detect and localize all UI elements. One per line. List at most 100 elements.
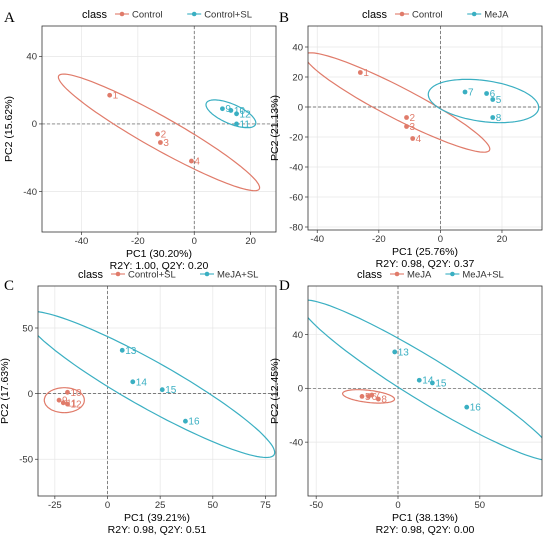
panel-label: B (279, 10, 289, 26)
plot-marks: 1 234 56 7 8 (308, 52, 540, 153)
legend-title: class (78, 269, 104, 281)
legend-title: class (357, 269, 383, 281)
y-tick-label: 0 (298, 102, 303, 113)
data-point (60, 400, 66, 406)
y-tick-label: 40 (292, 330, 303, 341)
y-tick-label: 40 (292, 42, 303, 53)
point-label: 7 (468, 88, 474, 99)
x-tick-label: -40 (75, 236, 89, 247)
data-point (56, 397, 62, 403)
plot-frame (307, 285, 543, 497)
legend-swatch-dot (204, 271, 210, 277)
y-tick-label: -20 (289, 132, 303, 143)
data-point (65, 389, 70, 395)
data-point (234, 121, 239, 127)
panel-label: D (279, 278, 290, 294)
point-label: 8 (496, 113, 502, 124)
y-tick-label: 0 (28, 389, 33, 400)
point-label: 12 (70, 400, 82, 411)
data-point (369, 392, 375, 398)
confidence-ellipse-0 (57, 73, 261, 192)
data-point (119, 347, 125, 353)
x-tick-label: -40 (310, 234, 324, 245)
y-tick-label: 20 (292, 72, 303, 83)
point-label: 11 (240, 119, 251, 130)
point-label: 16 (188, 417, 200, 428)
legend-key-1: MeJA+SL (445, 270, 504, 281)
panel-label: C (4, 278, 14, 294)
data-point (159, 387, 165, 393)
data-point (392, 349, 398, 355)
gridlines (42, 26, 276, 232)
x-tick-label: 75 (260, 500, 271, 511)
legend-key-1: MeJA (467, 10, 509, 21)
data-point (357, 70, 363, 75)
data-point (404, 124, 409, 129)
x-tick-label: 0 (192, 236, 197, 247)
legend-swatch-dot (191, 11, 197, 17)
y-tick-label: -60 (289, 192, 303, 203)
y-tick-label: -50 (19, 455, 33, 466)
model-stats: R2Y: 0.98, Q2Y: 0.51 (108, 524, 207, 536)
model-stats: R2Y: 0.98, Q2Y: 0.37 (376, 258, 475, 270)
x-tick-label: 0 (105, 500, 110, 511)
point-label: 2 (410, 113, 416, 124)
data-point (484, 91, 489, 96)
data-point (155, 131, 160, 137)
legend-swatch-dot (399, 11, 405, 17)
data-point (107, 92, 113, 98)
data-point (429, 380, 435, 386)
data-point (410, 136, 416, 141)
x-tick-label: 20 (497, 234, 508, 245)
legend-key-0: Control+SL (111, 270, 176, 281)
legend-label: Control+SL (204, 10, 252, 21)
plot-background (42, 26, 276, 232)
y-tick-label: 50 (22, 323, 33, 334)
panel-label: A (4, 10, 15, 26)
point-label: 3 (163, 138, 169, 149)
plot-marks: 567813141516 (308, 299, 542, 461)
data-point (464, 404, 470, 410)
data-point (359, 393, 365, 399)
x-tick-label: 0 (395, 500, 400, 511)
point-label: 10 (70, 388, 82, 399)
y-tick-label: 40 (26, 52, 37, 63)
legend-key-0: Control (115, 10, 163, 21)
point-label: 5 (496, 95, 502, 106)
y-axis-title: PC2 (21.13%) (269, 95, 281, 161)
confidence-ellipse-0 (308, 52, 491, 153)
plot-background (308, 286, 542, 496)
legend-label: Control+SL (128, 270, 176, 281)
legend-title: class (362, 9, 388, 21)
x-axis-title: PC1 (39.21%) (124, 512, 190, 524)
data-point (189, 158, 194, 164)
confidence-ellipse-0 (342, 389, 396, 404)
data-point (490, 97, 496, 102)
point-label: 9 (62, 396, 68, 407)
point-label: 6 (372, 392, 378, 403)
zero-lines (38, 286, 276, 496)
confidence-ellipse-0 (43, 387, 85, 414)
plot-frame (37, 285, 277, 497)
point-label: 16 (470, 403, 482, 414)
panel-d: DclassMeJAMeJA+SL567813141516-50050-4004… (269, 269, 543, 536)
point-label: 4 (416, 134, 422, 145)
y-axis-title: PC2 (15.62%) (3, 96, 15, 162)
confidence-ellipse-1 (308, 299, 542, 461)
x-tick-label: -50 (309, 500, 323, 511)
data-point (462, 89, 468, 95)
data-point (228, 108, 234, 113)
data-point (130, 379, 136, 385)
x-tick-label: 25 (155, 500, 166, 511)
y-tick-label: -40 (289, 162, 303, 173)
point-label: 14 (136, 377, 148, 388)
zero-lines (308, 26, 542, 230)
point-label: 3 (410, 122, 416, 133)
x-tick-label: -25 (48, 500, 62, 511)
model-stats: R2Y: 0.98, Q2Y: 0.00 (376, 524, 475, 536)
legend-swatch-dot (471, 11, 477, 17)
data-point (234, 111, 239, 117)
